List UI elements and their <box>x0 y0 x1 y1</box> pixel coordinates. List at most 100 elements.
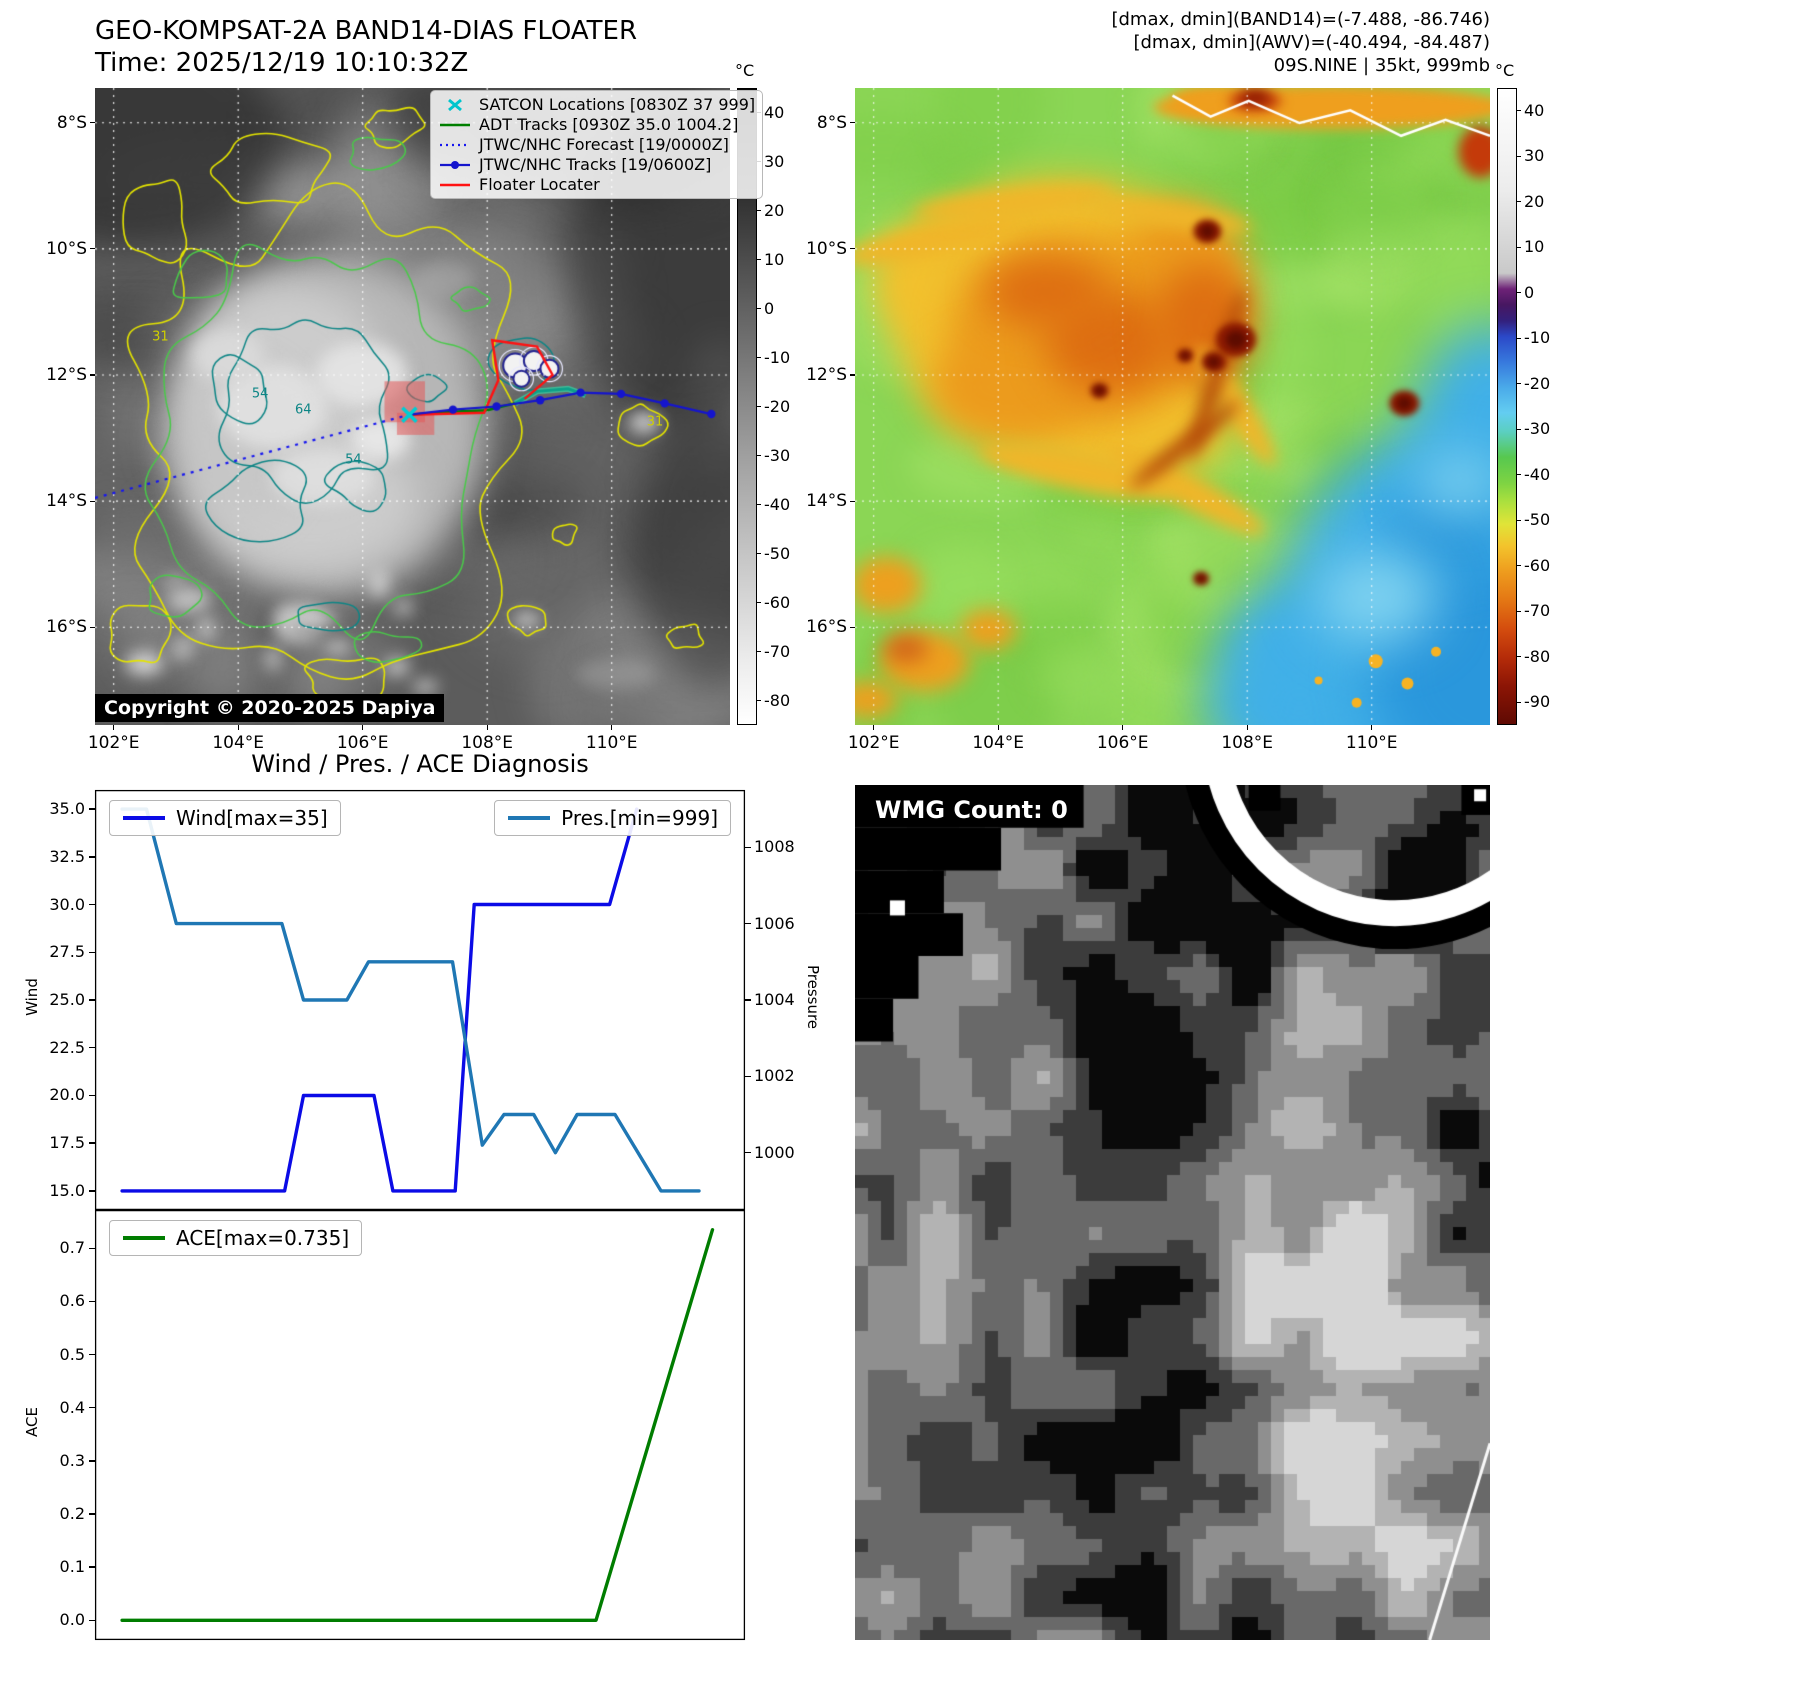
contour-label: 31 <box>152 329 169 345</box>
lat-tick-mark <box>90 248 95 250</box>
colorbar-tick-mark <box>757 553 761 554</box>
y-tick-mark <box>89 1619 95 1622</box>
dotted-legend-marker <box>440 143 470 146</box>
ace-legend-label: ACE[max=0.735] <box>176 1226 350 1250</box>
colorbar <box>1497 88 1517 725</box>
wind-legend: Wind[max=35] <box>109 800 341 836</box>
y-tick-mark <box>745 1152 751 1154</box>
y-tick-label: 20.0 <box>49 1085 85 1105</box>
colorbar-tick-label: -60 <box>764 592 791 612</box>
lon-tick-mark <box>237 725 239 730</box>
y-tick-label: 35.0 <box>49 799 85 819</box>
diagnosis-chart-title: Wind / Pres. / ACE Diagnosis <box>251 750 589 778</box>
y-tick-mark <box>89 903 95 906</box>
y-tick-label: 22.5 <box>49 1037 85 1057</box>
colorbar-tick-mark <box>757 259 761 260</box>
colorbar-tick-mark <box>757 406 761 407</box>
colorbar-tick-label: -60 <box>1524 555 1551 575</box>
colorbar-tick-mark <box>757 700 761 701</box>
colorbar-tick-label: 30 <box>1524 146 1545 166</box>
colorbar-tick-label: 20 <box>1524 191 1545 211</box>
colorbar-tick-label: -80 <box>764 690 791 710</box>
wind-legend-label: Wind[max=35] <box>176 806 328 830</box>
map-left-title-line1: GEO-KOMPSAT-2A BAND14-DIAS FLOATER <box>95 16 638 46</box>
y-tick-mark <box>89 1566 95 1568</box>
lon-tick-mark <box>1371 725 1373 730</box>
colorbar-tick-mark <box>757 455 761 456</box>
lat-tick-label: 10°S <box>46 238 87 259</box>
y-tick-mark <box>89 808 95 810</box>
ace-axis-label: ACE <box>23 1407 41 1437</box>
y-tick-label: 0.0 <box>59 1610 85 1630</box>
y-tick-mark <box>89 1190 95 1192</box>
y-tick-label: 1000 <box>754 1142 795 1162</box>
lon-tick-label: 108°E <box>1221 733 1274 753</box>
colorbar-tick-label: 40 <box>764 102 785 122</box>
lat-tick-label: 14°S <box>806 491 847 512</box>
pres-legend-line-sample <box>508 816 551 820</box>
lat-tick-mark <box>850 248 855 250</box>
colorbar-tick-mark <box>1517 337 1521 339</box>
colorbar-tick-mark <box>757 210 761 211</box>
colorbar-tick-label: 10 <box>1524 237 1545 257</box>
lat-tick-label: 8°S <box>56 112 87 133</box>
colorbar-tick-label: -70 <box>764 641 791 661</box>
y-tick-mark <box>89 1047 95 1049</box>
map-legend-item: SATCON Locations [0830Z 37 999] <box>438 95 755 114</box>
y-tick-label: 27.5 <box>49 942 85 962</box>
info-line-band14: [dmax, dmin](BAND14)=(-7.488, -86.746) <box>1111 9 1490 30</box>
lat-tick-mark <box>90 122 95 124</box>
colorbar-tick-label: 10 <box>764 249 785 269</box>
colorbar-tick-label: -10 <box>1524 328 1551 348</box>
y-tick-label: 1002 <box>754 1066 795 1086</box>
lon-tick-label: 106°E <box>1096 733 1149 753</box>
colorbar-tick-label: 20 <box>764 200 785 220</box>
colorbar-tick-label: -20 <box>1524 373 1551 393</box>
y-tick-mark <box>89 856 95 858</box>
lon-tick-label: 104°E <box>212 733 265 753</box>
map-legend-item-label: SATCON Locations [0830Z 37 999] <box>479 95 756 114</box>
lon-tick-label: 104°E <box>972 733 1025 753</box>
lat-tick-mark <box>90 626 95 628</box>
lat-tick-mark <box>90 500 95 502</box>
y-tick-mark <box>89 999 95 1001</box>
lon-tick-mark <box>873 725 875 730</box>
lat-tick-mark <box>850 500 855 502</box>
lat-tick-label: 16°S <box>46 617 87 638</box>
map-legend-item-label: ADT Tracks [0930Z 35.0 1004.2] <box>479 115 739 134</box>
contour-label: 31 <box>646 414 664 430</box>
contour-label: 64 <box>294 402 312 418</box>
lat-tick-label: 16°S <box>806 617 847 638</box>
lon-tick-label: 106°E <box>336 733 389 753</box>
map-legend-item: Floater Locater <box>438 175 755 194</box>
y-tick-mark <box>89 1353 95 1356</box>
colorbar-tick-mark <box>1517 201 1521 203</box>
colorbar-tick-label: -50 <box>1524 510 1551 530</box>
lon-tick-mark <box>113 725 115 730</box>
map-legend-item-label: JTWC/NHC Tracks [19/0600Z] <box>479 155 712 174</box>
colorbar-tick-label: -40 <box>764 494 791 514</box>
map-legend-item-label: JTWC/NHC Forecast [19/0000Z] <box>479 135 729 154</box>
colorbar-tick-mark <box>1517 155 1521 157</box>
y-tick-label: 0.5 <box>59 1344 85 1364</box>
lon-tick-mark <box>486 725 488 730</box>
colorbar-tick-mark <box>1517 565 1521 567</box>
y-tick-mark <box>89 1407 95 1409</box>
y-tick-label: 1006 <box>754 913 795 933</box>
lat-tick-mark <box>850 374 855 376</box>
y-tick-label: 30.0 <box>49 894 85 914</box>
lat-tick-mark <box>90 374 95 376</box>
lon-tick-label: 102°E <box>87 733 140 753</box>
y-tick-mark <box>745 1075 751 1078</box>
y-tick-label: 0.1 <box>59 1557 85 1577</box>
y-tick-mark <box>89 1513 95 1515</box>
copyright-label: Copyright © 2020-2025 Dapiya <box>95 694 445 722</box>
line-legend-marker <box>440 183 470 186</box>
colorbar-tick-label: -30 <box>1524 419 1551 439</box>
colorbar-unit: °C <box>1495 61 1515 80</box>
map-legend-item: JTWC/NHC Forecast [19/0000Z] <box>438 135 755 154</box>
y-tick-label: 1008 <box>754 837 795 857</box>
y-tick-label: 32.5 <box>49 846 85 866</box>
contour-label: 54 <box>345 452 362 468</box>
